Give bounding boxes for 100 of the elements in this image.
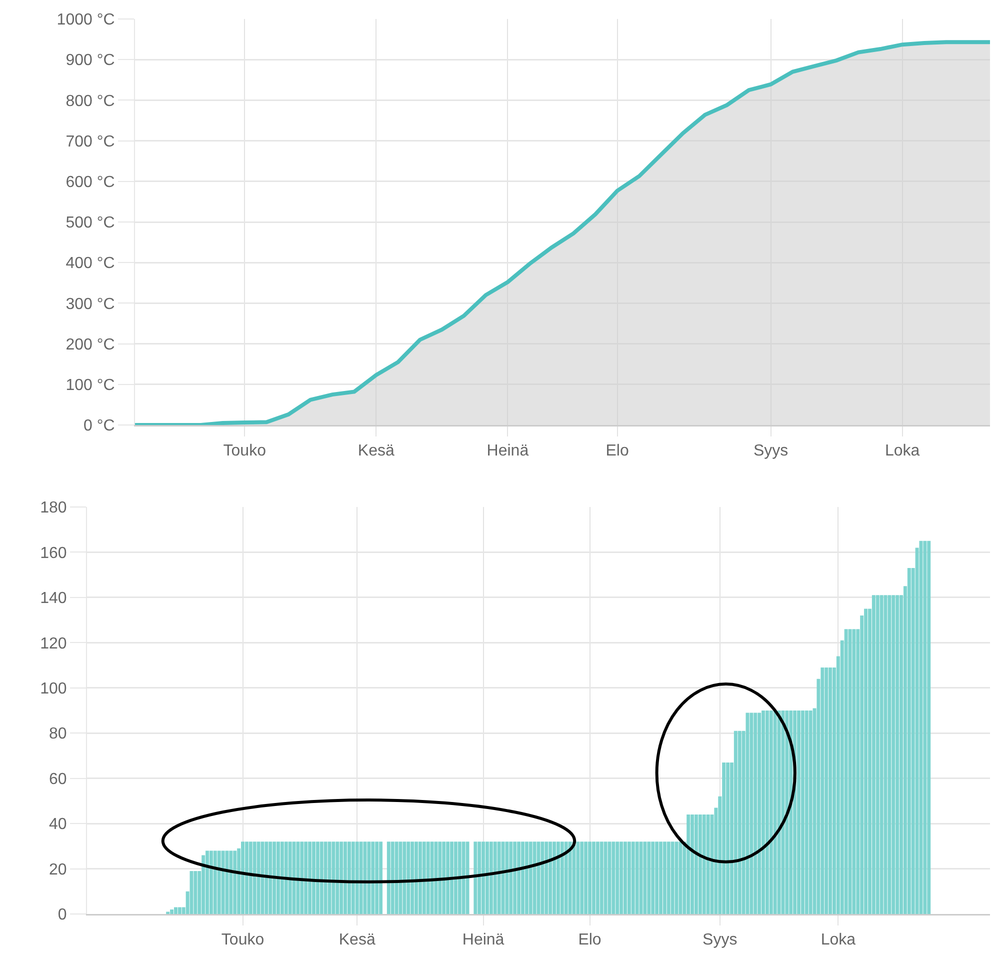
bar <box>588 842 592 914</box>
bar <box>386 842 390 914</box>
bar <box>620 842 624 914</box>
y-tick-label: 100 <box>40 680 67 698</box>
bar <box>340 842 344 914</box>
bar <box>797 710 800 914</box>
bar <box>221 850 225 914</box>
bar <box>923 540 927 914</box>
bar <box>434 842 438 914</box>
bar <box>260 842 264 914</box>
bar <box>268 842 272 914</box>
y-tick-label: 20 <box>49 861 67 878</box>
bar <box>639 842 643 914</box>
bar <box>651 842 655 914</box>
bar <box>804 710 808 914</box>
bar <box>300 842 304 914</box>
y-tick-label: 200 °C <box>66 336 115 354</box>
bar <box>513 842 517 914</box>
bar <box>564 842 568 914</box>
y-tick-label: 100 °C <box>66 377 115 394</box>
bar <box>501 842 505 914</box>
bar <box>635 842 639 914</box>
y-tick-label: 900 °C <box>66 52 115 70</box>
bar <box>631 842 635 914</box>
bar <box>312 842 316 914</box>
bar <box>678 842 682 914</box>
bar <box>276 842 280 914</box>
bar <box>359 842 363 914</box>
bar <box>907 568 911 914</box>
bar <box>548 842 552 914</box>
bar <box>209 850 213 914</box>
y-tick-label: 160 <box>40 544 67 562</box>
x-tick-label: Syys <box>702 932 738 949</box>
x-tick-label: Elo <box>606 442 629 460</box>
x-tick-label: Heinä <box>486 442 529 460</box>
bar <box>217 850 221 914</box>
bar <box>627 842 631 914</box>
bar <box>596 842 600 914</box>
bar <box>482 842 486 914</box>
bar <box>734 730 738 914</box>
bar <box>896 595 900 914</box>
bar <box>666 842 670 914</box>
bar <box>233 850 237 914</box>
bar <box>560 842 564 914</box>
bar <box>754 712 758 914</box>
bar <box>686 814 690 914</box>
bar <box>670 842 674 914</box>
bar <box>608 842 612 914</box>
bar <box>690 814 694 914</box>
bar <box>280 842 284 914</box>
bar <box>206 850 209 914</box>
bar <box>414 842 418 914</box>
y-tick-label: 40 <box>49 816 67 834</box>
bar <box>170 909 174 914</box>
bar <box>244 842 248 914</box>
bar <box>726 762 730 914</box>
bar <box>272 842 276 914</box>
x-tick-label: Kesä <box>338 932 376 949</box>
y-tick-label: 500 °C <box>66 214 115 232</box>
bar <box>808 710 812 914</box>
bar <box>556 842 560 914</box>
x-tick-label: Heinä <box>462 932 504 949</box>
bar <box>410 842 414 914</box>
bar <box>848 629 852 914</box>
bar <box>864 608 868 914</box>
x-tick-label: Loka <box>820 932 856 949</box>
bar <box>371 842 375 914</box>
bar <box>532 842 536 914</box>
bar <box>604 842 608 914</box>
bar <box>462 842 466 914</box>
bar <box>256 842 260 914</box>
bar <box>304 842 308 914</box>
bar <box>750 712 754 914</box>
bar <box>493 842 497 914</box>
y-tick-label: 1000 °C <box>56 12 115 29</box>
bar <box>178 907 182 914</box>
bar <box>584 842 588 914</box>
bar <box>892 595 896 914</box>
bar <box>702 814 706 914</box>
y-tick-label: 180 <box>40 500 67 517</box>
bar <box>466 842 470 914</box>
bar <box>241 842 244 914</box>
bar <box>264 842 268 914</box>
bar <box>612 842 616 914</box>
bar <box>426 842 430 914</box>
bar <box>880 595 884 914</box>
bar <box>229 850 233 914</box>
bar <box>568 842 572 914</box>
bar <box>422 842 426 914</box>
bar <box>248 842 252 914</box>
y-tick-label: 0 °C <box>84 418 115 435</box>
bar <box>438 842 442 914</box>
bar <box>474 842 478 914</box>
bar <box>351 842 355 914</box>
bar <box>552 842 556 914</box>
bar <box>580 842 584 914</box>
bar <box>442 842 446 914</box>
bar <box>458 842 462 914</box>
bar <box>505 842 509 914</box>
bar <box>765 710 769 914</box>
